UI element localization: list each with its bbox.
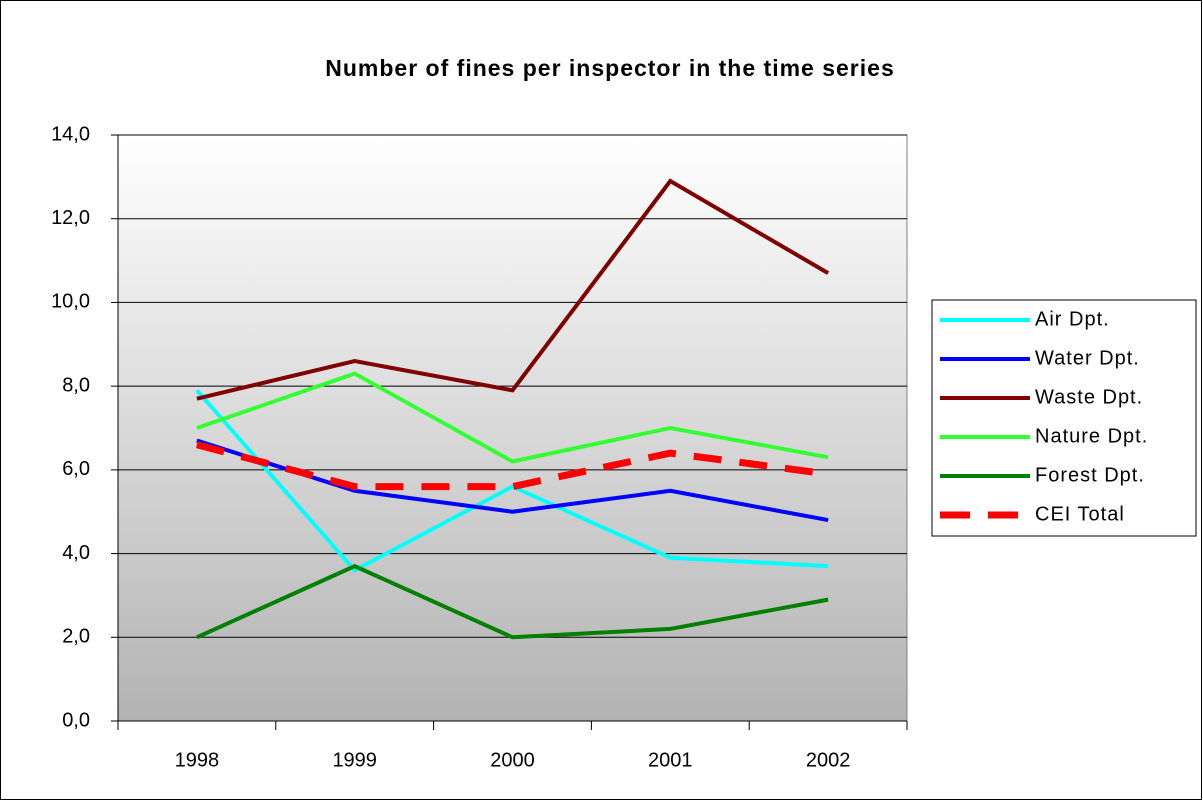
x-tick-label: 2000 — [490, 749, 535, 771]
legend-label: Waste Dpt. — [1035, 386, 1143, 408]
legend — [931, 299, 1197, 537]
x-tick-label: 2001 — [648, 749, 693, 771]
y-tick-label: 4,0 — [62, 542, 90, 564]
y-tick-label: 2,0 — [62, 626, 90, 648]
y-tick-label: 0,0 — [62, 709, 90, 731]
legend-label: Water Dpt. — [1035, 347, 1140, 369]
legend-label: Air Dpt. — [1035, 308, 1110, 330]
y-tick-label: 10,0 — [51, 291, 90, 313]
series-line — [195, 389, 829, 573]
plot-area — [117, 134, 908, 722]
legend-label: Forest Dpt. — [1035, 464, 1145, 486]
series-line — [196, 441, 829, 491]
x-tick-label: 1999 — [332, 749, 377, 771]
series-line — [196, 371, 829, 464]
chart-title: Number of fines per inspector in the tim… — [325, 55, 894, 81]
x-tick-label: 2002 — [806, 749, 851, 771]
y-tick-label: 8,0 — [62, 374, 90, 396]
x-tick-label: 1998 — [175, 749, 220, 771]
series-line — [196, 563, 829, 640]
series-line — [196, 178, 830, 401]
legend-label: Nature Dpt. — [1035, 425, 1148, 447]
legend-label: CEI Total — [1035, 503, 1125, 525]
y-tick-label: 12,0 — [51, 207, 90, 229]
y-tick-label: 6,0 — [62, 458, 90, 480]
y-tick-label: 14,0 — [51, 123, 90, 145]
